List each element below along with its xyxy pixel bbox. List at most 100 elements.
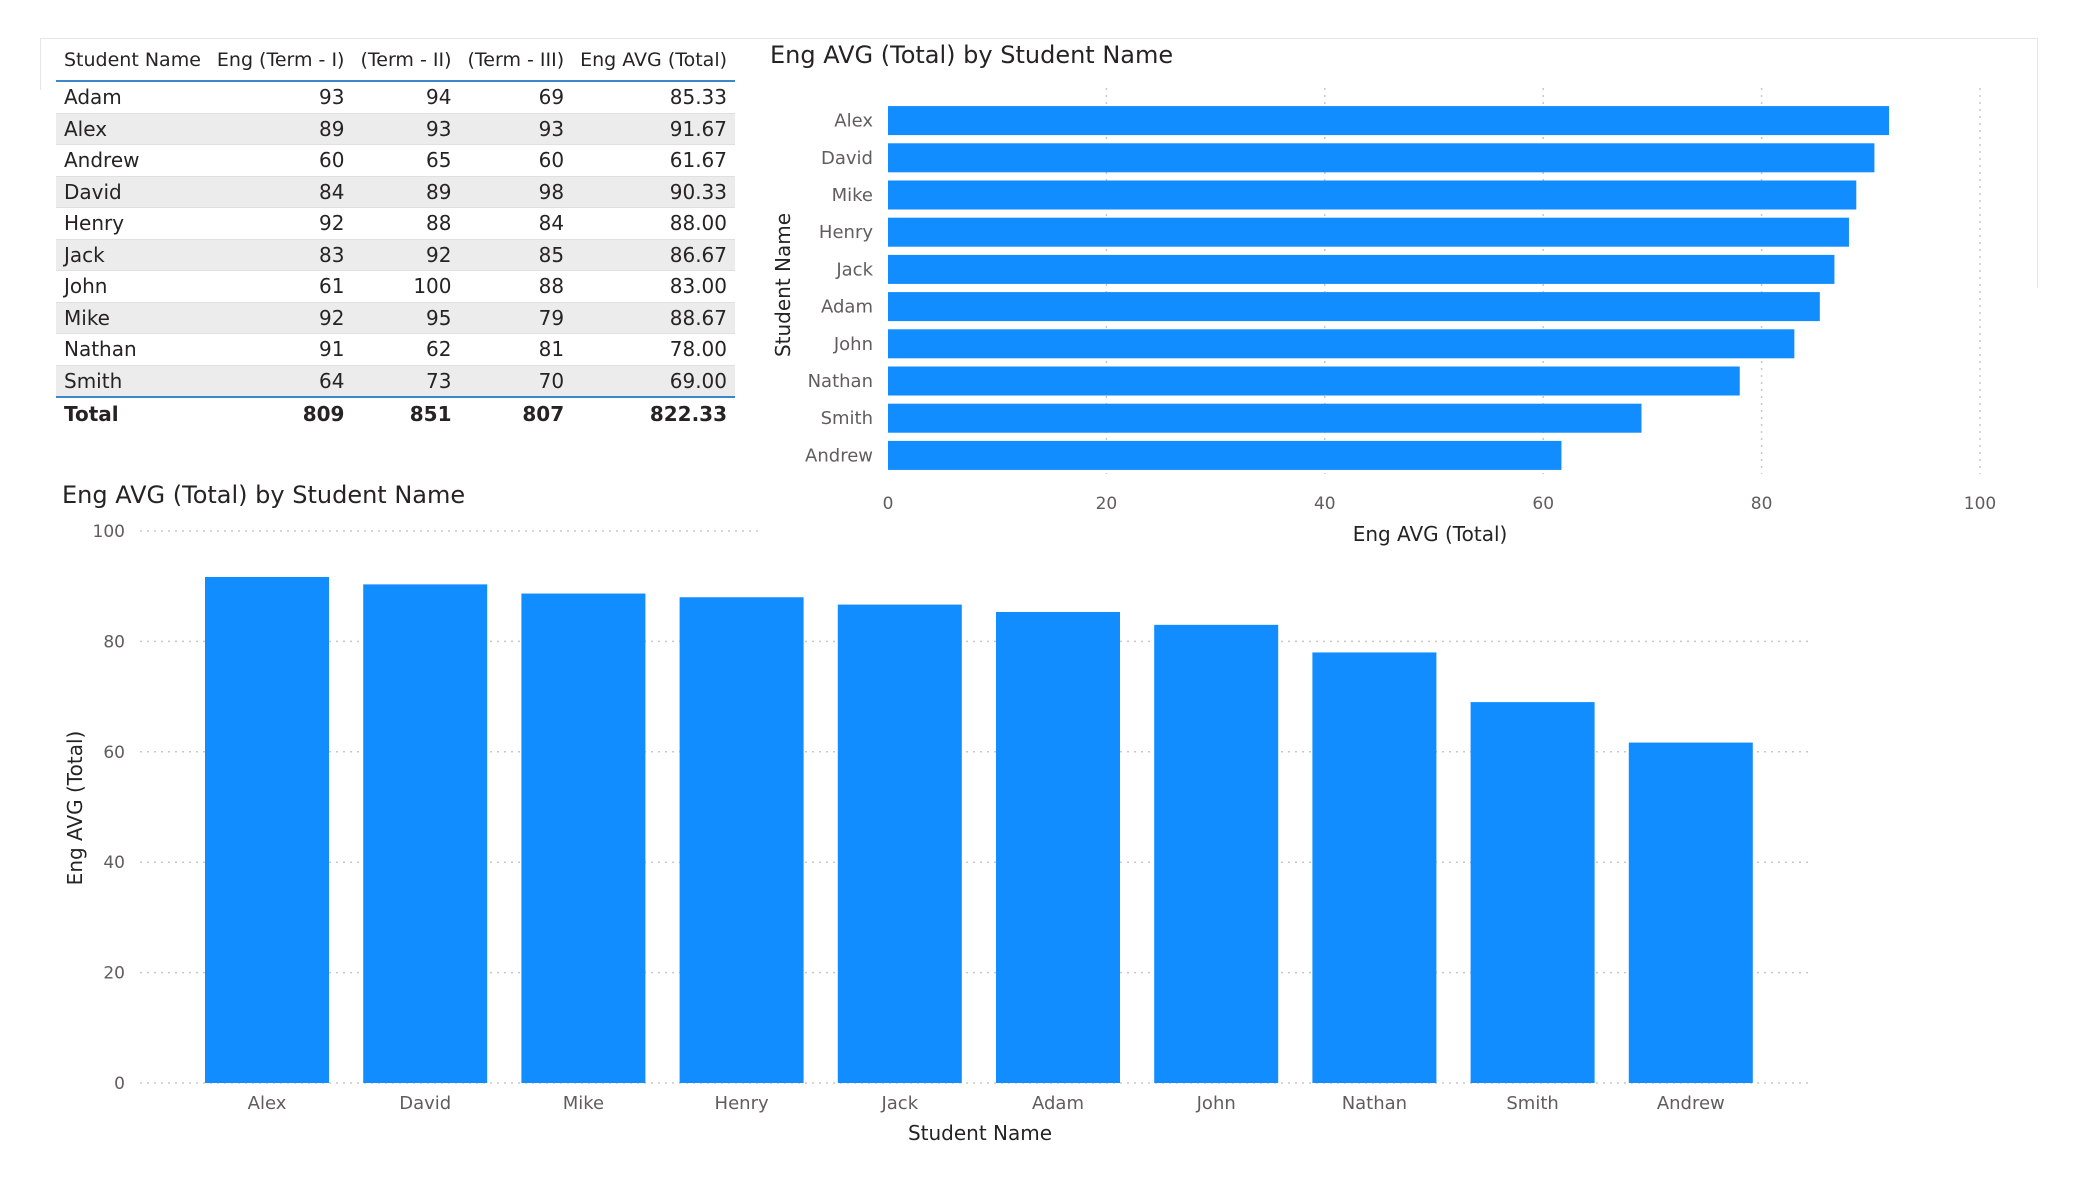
student-name-cell: Henry (56, 207, 209, 240)
score-cell: 91.67 (572, 113, 736, 145)
bar[interactable] (888, 292, 1820, 322)
table-row[interactable]: Jack 83 92 85 86.67 (56, 239, 736, 271)
column-header-eng-avg-total[interactable]: Eng AVG (Total) (580, 49, 728, 71)
score-cell: 83.00 (572, 270, 736, 303)
category-label: Henry (819, 222, 873, 243)
score-cell: 95 (352, 302, 460, 334)
student-name-cell: Mike (56, 302, 209, 334)
score-cell: 64 (208, 365, 353, 398)
score-cell: 65 (352, 144, 460, 177)
category-label: Jack (835, 259, 873, 280)
bar[interactable] (888, 403, 1642, 433)
bar[interactable] (888, 329, 1795, 359)
bar[interactable] (888, 254, 1835, 284)
score-cell: 91 (208, 333, 353, 366)
canvas-frame-right (2037, 38, 2038, 288)
score-cell: 62 (352, 333, 460, 366)
x-axis-title: Eng AVG (Total) (1353, 522, 1508, 546)
score-cell: 61 (208, 270, 353, 303)
score-cell: 83 (208, 239, 353, 271)
table-row[interactable]: Alex 89 93 93 91.67 (56, 113, 736, 145)
table-row[interactable]: John 61 100 88 83.00 (56, 270, 736, 303)
score-cell: 93 (208, 81, 353, 114)
x-tick-label: 40 (1314, 494, 1336, 514)
score-cell: 88 (352, 207, 460, 240)
student-name-cell: David (56, 176, 209, 208)
bar[interactable] (888, 440, 1562, 470)
score-cell: 79 (459, 302, 573, 334)
score-cell: 69.00 (572, 365, 736, 398)
category-label: John (833, 334, 873, 355)
score-cell: 85 (459, 239, 573, 271)
x-tick-label: 20 (1096, 494, 1118, 514)
y-axis-title: Student Name (771, 213, 795, 357)
category-label: Mike (832, 185, 873, 206)
score-cell: 60 (208, 144, 353, 177)
score-cell: 61.67 (572, 144, 736, 177)
student-name-cell: Adam (56, 81, 209, 114)
score-cell: 84 (459, 207, 573, 240)
total-cell: 807 (522, 402, 565, 426)
column-header-term-2[interactable]: (Term - II) (360, 49, 452, 71)
table-total-row: Total 809 851 807 822.33 (56, 397, 736, 430)
bar[interactable] (888, 106, 1890, 136)
table-row[interactable]: David 84 89 98 90.33 (56, 176, 736, 208)
table-row[interactable]: Adam 93 94 69 85.33 (56, 81, 736, 114)
table-row[interactable]: Mike 92 95 79 88.67 (56, 302, 736, 334)
score-cell: 86.67 (572, 239, 736, 271)
score-cell: 93 (352, 113, 460, 145)
score-cell: 90.33 (572, 176, 736, 208)
category-label: Alex (834, 111, 873, 132)
score-cell: 93 (459, 113, 573, 145)
score-cell: 73 (352, 365, 460, 398)
student-name-cell: Nathan (56, 333, 209, 366)
category-label: Nathan (808, 371, 873, 392)
column-header-term-3[interactable]: (Term - III) (467, 49, 565, 71)
table-row[interactable]: Andrew 60 65 60 61.67 (56, 144, 736, 177)
score-cell: 88.67 (572, 302, 736, 334)
score-cell: 85.33 (572, 81, 736, 114)
x-tick-label: 60 (1532, 494, 1554, 514)
score-cell: 81 (459, 333, 573, 366)
student-name-cell: John (56, 270, 209, 303)
student-name-cell: Andrew (56, 144, 209, 177)
category-label: Andrew (805, 445, 873, 466)
score-cell: 92 (352, 239, 460, 271)
score-cell: 70 (459, 365, 573, 398)
score-cell: 60 (459, 144, 573, 177)
column-header-student-name[interactable]: Student Name (64, 49, 201, 71)
score-cell: 94 (352, 81, 460, 114)
total-cell: 809 (302, 402, 345, 426)
table-row[interactable]: Smith 64 73 70 69.00 (56, 365, 736, 398)
student-scores-table-visual[interactable]: Student Name Eng (Term - I) (Term - II) … (56, 40, 736, 440)
table-row[interactable]: Henry 92 88 84 88.00 (56, 207, 736, 240)
table-header-row: Student Name Eng (Term - I) (Term - II) … (56, 40, 736, 81)
category-label: Adam (821, 297, 873, 318)
column-header-eng-term-1[interactable]: Eng (Term - I) (216, 49, 345, 71)
x-tick-label: 0 (883, 494, 894, 514)
x-tick-label: 80 (1751, 494, 1773, 514)
bar[interactable] (888, 180, 1857, 210)
score-cell: 92 (208, 207, 353, 240)
student-name-cell: Alex (56, 113, 209, 145)
score-cell: 69 (459, 81, 573, 114)
category-label: Smith (821, 408, 873, 429)
score-cell: 92 (208, 302, 353, 334)
score-cell: 78.00 (572, 333, 736, 366)
canvas-frame-left (40, 38, 41, 90)
score-cell: 84 (208, 176, 353, 208)
student-name-cell: Smith (56, 365, 209, 398)
student-name-cell: Jack (56, 239, 209, 271)
score-cell: 89 (352, 176, 460, 208)
student-scores-table[interactable]: Student Name Eng (Term - I) (Term - II) … (56, 40, 736, 430)
score-cell: 89 (208, 113, 353, 145)
score-cell: 88.00 (572, 207, 736, 240)
bar[interactable] (888, 366, 1740, 396)
chart-title: Eng AVG (Total) by Student Name (770, 41, 1173, 69)
table-row[interactable]: Nathan 91 62 81 78.00 (56, 333, 736, 366)
bar[interactable] (888, 217, 1849, 247)
total-label: Total (64, 402, 119, 426)
bar[interactable] (888, 143, 1875, 173)
total-cell: 822.33 (649, 402, 728, 426)
